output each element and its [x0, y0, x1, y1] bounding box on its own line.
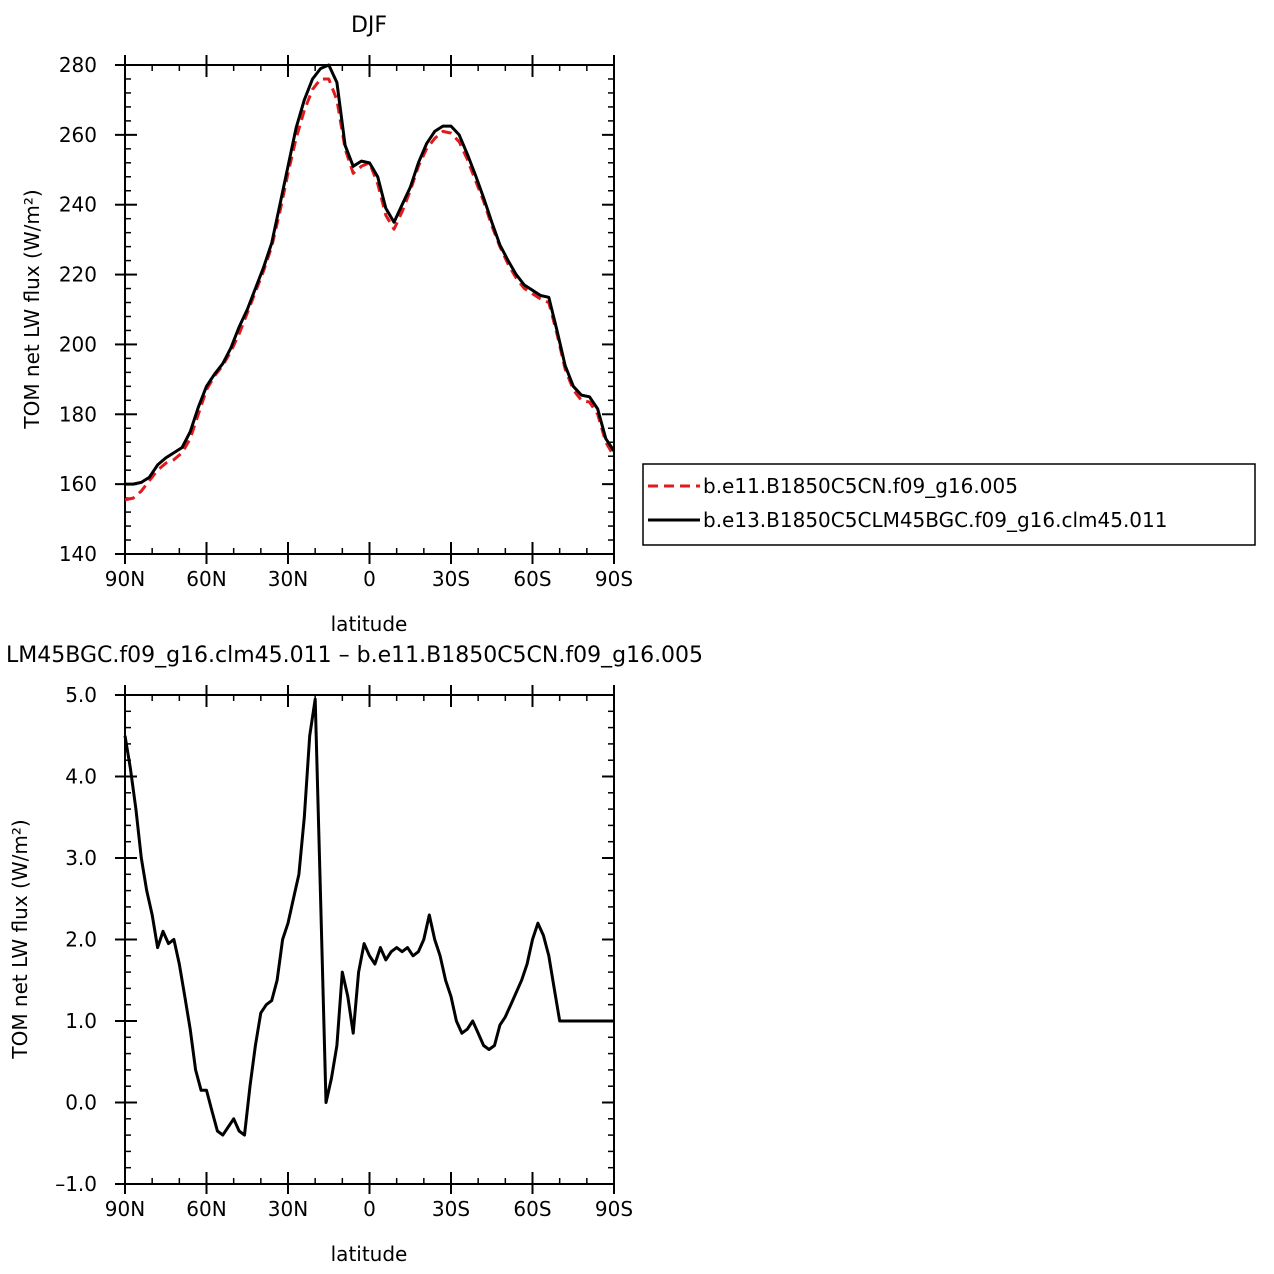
top-axis-ticks: 90N 60N 30N 0 30S 60S 90S 140 160 180 200 220 240 260…: [59, 53, 633, 591]
top-y-tick-label: 240: [59, 193, 97, 217]
bottom-y-tick-label: 3.0: [65, 846, 97, 870]
top-y-tick-label: 260: [59, 123, 97, 147]
top-y-tick-label: 220: [59, 263, 97, 287]
top-y-tick-label: 180: [59, 402, 97, 426]
top-plot-frame: [124, 64, 615, 555]
top-x-tick-label: 60S: [513, 567, 551, 591]
top-x-tick-label: 0: [363, 567, 376, 591]
top-y-tick-label: 160: [59, 472, 97, 496]
top-panel: DJF 90N 60N 30N 0 30S 60S 90S 140 160 180 200 220 24…: [20, 13, 633, 636]
bottom-axis-ticks: 90N 60N 30N 0 30S 60S 90S –1.0 0.0 1.0 2.0 3.0 4.0 5.…: [55, 683, 633, 1221]
bottom-chart-title: LM45BGC.f09_g16.clm45.011 – b.e11.B1850C…: [6, 643, 703, 668]
bottom-x-tick-label: 90S: [595, 1197, 633, 1221]
top-y-axis-label: TOM net LW flux (W/m²): [20, 189, 44, 429]
legend-box: [642, 463, 1256, 546]
bottom-x-tick-label: 30N: [268, 1197, 308, 1221]
bottom-y-tick-label: 2.0: [65, 928, 97, 952]
bottom-y-tick-label: 5.0: [65, 683, 97, 707]
bottom-x-tick-label: 0: [363, 1197, 376, 1221]
bottom-series-line-1: [123, 697, 614, 1137]
top-series-line-2: [125, 63, 616, 486]
top-chart-title: DJF: [351, 13, 387, 38]
bottom-y-axis-label: TOM net LW flux (W/m²): [8, 819, 32, 1059]
top-series-line-1: [124, 77, 616, 502]
bottom-x-tick-label: 30S: [432, 1197, 470, 1221]
top-x-tick-label: 90N: [105, 567, 145, 591]
bottom-plot-frame: [124, 694, 615, 1185]
top-x-axis-label: latitude: [331, 612, 408, 636]
bottom-series-group: [123, 697, 614, 1137]
top-y-tick-label: 140: [59, 542, 97, 566]
bottom-x-axis-label: latitude: [331, 1242, 408, 1266]
bottom-y-tick-label: 0.0: [65, 1091, 97, 1115]
top-y-tick-label: 280: [59, 53, 97, 77]
top-x-tick-label: 30S: [432, 567, 470, 591]
top-x-tick-label: 90S: [595, 567, 633, 591]
top-series-group: [124, 63, 616, 502]
top-x-tick-label: 30N: [268, 567, 308, 591]
bottom-x-tick-label: 90N: [105, 1197, 145, 1221]
bottom-y-tick-label: 1.0: [65, 1009, 97, 1033]
bottom-x-tick-label: 60S: [513, 1197, 551, 1221]
legend-label-series-2: b.e13.B1850C5CLM45BGC.f09_g16.clm45.011: [703, 508, 1167, 532]
bottom-y-tick-label: –1.0: [55, 1172, 97, 1196]
legend: b.e11.B1850C5CN.f09_g16.005 b.e13.B1850C…: [642, 463, 1256, 546]
top-y-tick-label: 200: [59, 332, 97, 356]
bottom-x-tick-label: 60N: [186, 1197, 226, 1221]
legend-label-series-1: b.e11.B1850C5CN.f09_g16.005: [703, 474, 1018, 498]
bottom-y-tick-label: 4.0: [65, 765, 97, 789]
bottom-panel: LM45BGC.f09_g16.clm45.011 – b.e11.B1850C…: [6, 643, 703, 1266]
top-x-tick-label: 60N: [186, 567, 226, 591]
